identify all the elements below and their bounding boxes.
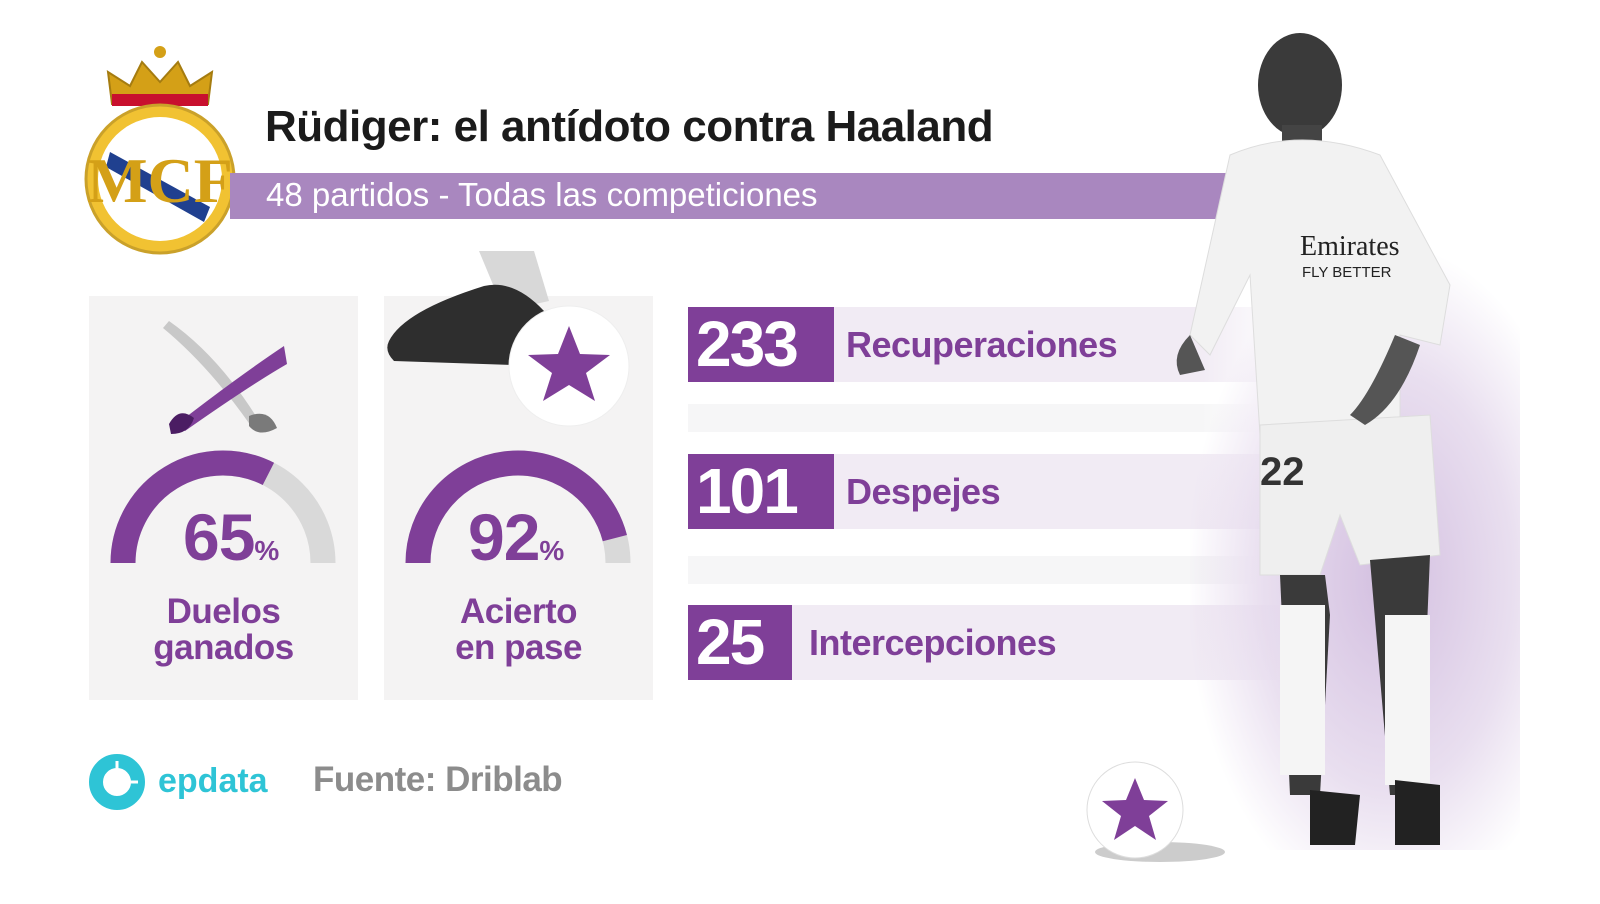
brand-name: epdata bbox=[158, 762, 268, 800]
player-photo: Emirates FLY BETTER 22 bbox=[1176, 33, 1451, 845]
stat-label: Despejes bbox=[846, 471, 1001, 512]
stat-label: Intercepciones bbox=[809, 622, 1057, 663]
stat-value: 233 bbox=[688, 307, 834, 382]
svg-text:22: 22 bbox=[1260, 450, 1305, 494]
gauge-label: Duelos ganados bbox=[153, 592, 294, 667]
stat-row-interceptions: 25 Intercepciones bbox=[688, 605, 1288, 680]
club-crest-logo: MCF bbox=[84, 46, 236, 255]
gauge-card-duels: 65% Duelos ganados bbox=[89, 296, 358, 700]
source-credit: Fuente: Driblab bbox=[313, 760, 563, 799]
stat-value: 101 bbox=[688, 454, 834, 529]
football-icon bbox=[1086, 761, 1225, 862]
stat-row-recoveries: 233 Recuperaciones bbox=[688, 307, 1288, 382]
stat-value: 25 bbox=[688, 605, 792, 680]
stat-label: Recuperaciones bbox=[846, 324, 1118, 365]
crossed-swords-icon bbox=[163, 321, 287, 434]
gauge-fill bbox=[110, 450, 275, 564]
stat-row-clearances: 101 Despejes bbox=[688, 454, 1288, 529]
gauge-value: 92% bbox=[468, 500, 564, 574]
gauge-duels bbox=[110, 450, 336, 564]
epdata-logo-icon bbox=[89, 754, 145, 810]
svg-text:MCF: MCF bbox=[87, 145, 233, 216]
gauge-value: 65% bbox=[183, 500, 279, 574]
divider-band bbox=[688, 404, 1258, 432]
boot-and-ball-icon bbox=[387, 251, 630, 427]
svg-text:FLY BETTER: FLY BETTER bbox=[1302, 264, 1392, 281]
gauge-passes bbox=[405, 450, 631, 564]
gauge-card-passes: 92% Acierto en pase bbox=[384, 251, 653, 700]
divider-band bbox=[688, 556, 1258, 584]
page-title: Rüdiger: el antídoto contra Haaland bbox=[265, 102, 994, 151]
gauge-label: Acierto en pase bbox=[455, 592, 582, 667]
subtitle-bar bbox=[230, 173, 1240, 219]
page-subtitle: 48 partidos - Todas las competiciones bbox=[266, 176, 818, 213]
svg-text:Emirates: Emirates bbox=[1300, 231, 1400, 262]
crown-icon bbox=[106, 46, 214, 106]
gauge-fill bbox=[405, 450, 627, 564]
